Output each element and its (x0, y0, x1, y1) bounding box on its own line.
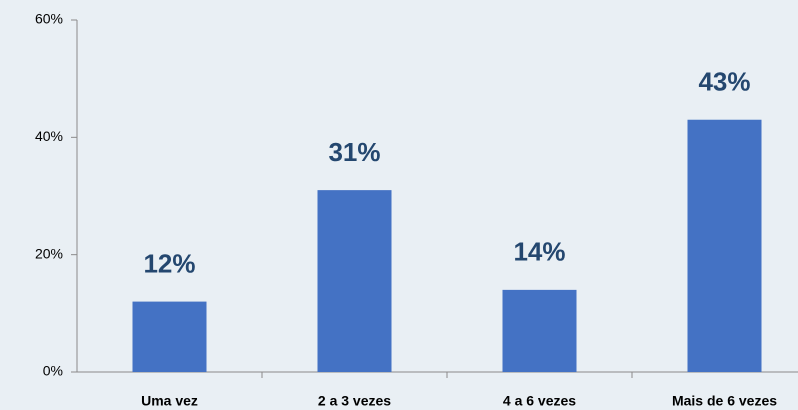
value-label: 31% (328, 137, 380, 167)
value-label: 43% (698, 67, 750, 97)
x-tick-label: 4 a 6 vezes (503, 393, 576, 409)
bar (687, 119, 762, 372)
y-tick-label: 20% (35, 245, 63, 261)
x-tick-label: Mais de 6 vezes (672, 393, 777, 409)
x-tick-label: 2 a 3 vezes (318, 393, 391, 409)
x-tick-label: Uma vez (141, 393, 198, 409)
bar (132, 301, 207, 372)
y-tick-label: 0% (43, 363, 63, 379)
bar (502, 289, 577, 372)
y-tick-label: 60% (35, 11, 63, 27)
bar (317, 190, 392, 372)
value-label: 12% (143, 248, 195, 278)
value-label: 14% (513, 237, 565, 267)
y-tick-label: 40% (35, 128, 63, 144)
